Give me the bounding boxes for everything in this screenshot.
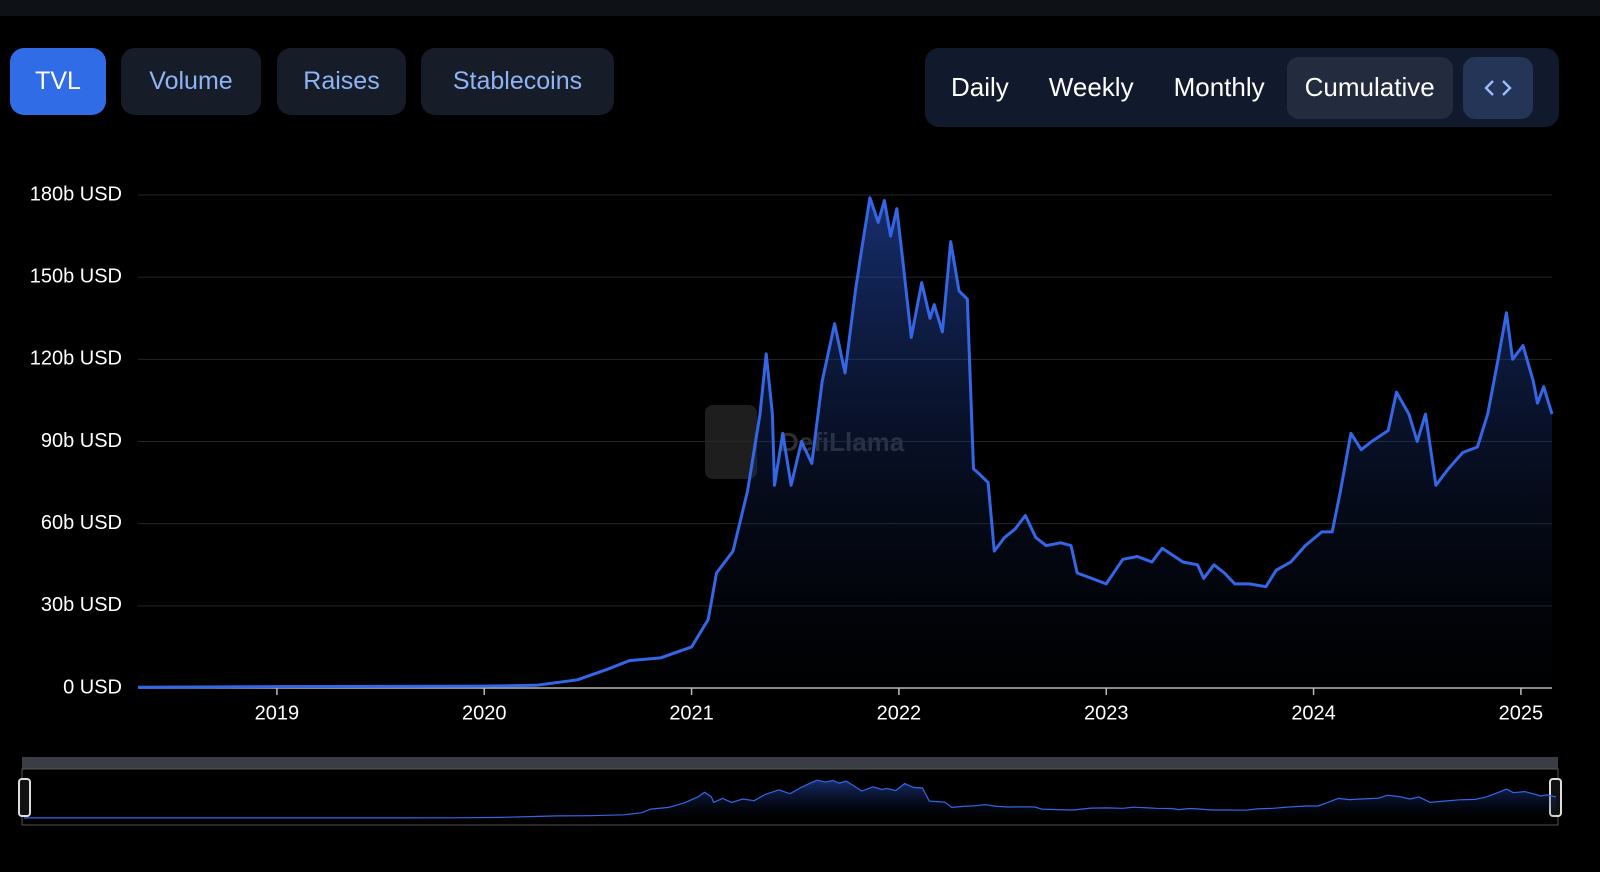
code-icon	[1483, 79, 1512, 96]
y-tick-label: 120b USD	[30, 348, 122, 370]
x-tick-label: 2023	[1084, 702, 1129, 724]
period-button[interactable]: Cumulative	[1286, 56, 1453, 119]
embed-button[interactable]	[1462, 56, 1533, 119]
period-button[interactable]: Daily	[951, 72, 1009, 102]
tab[interactable]: Raises	[277, 48, 406, 115]
navigator-area	[24, 780, 1556, 818]
navigator-bar[interactable]	[22, 757, 1558, 769]
top-band	[0, 0, 1600, 16]
tab[interactable]: Volume	[121, 48, 261, 115]
x-tick-label: 2019	[255, 702, 300, 724]
period-button[interactable]: Weekly	[1048, 72, 1134, 102]
period-button[interactable]: Monthly	[1173, 72, 1265, 102]
y-tick-label: 180b USD	[30, 183, 122, 205]
y-tick-label: 0 USD	[63, 676, 122, 698]
y-tick-label: 150b USD	[30, 265, 122, 287]
x-tick-label: 2021	[669, 702, 714, 724]
x-tick-label: 2020	[462, 702, 507, 724]
navigator-line	[24, 779, 1557, 819]
navigator-handle[interactable]	[18, 778, 31, 817]
y-tick-label: 90b USD	[41, 430, 122, 452]
tvl-line	[137, 196, 1554, 689]
tvl-area	[138, 197, 1552, 688]
period-toggle: Daily Weekly Monthly Cumulative	[925, 48, 1559, 127]
x-tick-label: 2022	[877, 702, 922, 724]
tab[interactable]: Stablecoins	[421, 48, 614, 115]
y-tick-label: 30b USD	[41, 594, 122, 616]
x-tick-label: 2024	[1291, 702, 1336, 724]
tab[interactable]: TVL	[10, 48, 106, 115]
x-tick-label: 2025	[1499, 702, 1544, 724]
y-tick-label: 60b USD	[41, 512, 122, 534]
